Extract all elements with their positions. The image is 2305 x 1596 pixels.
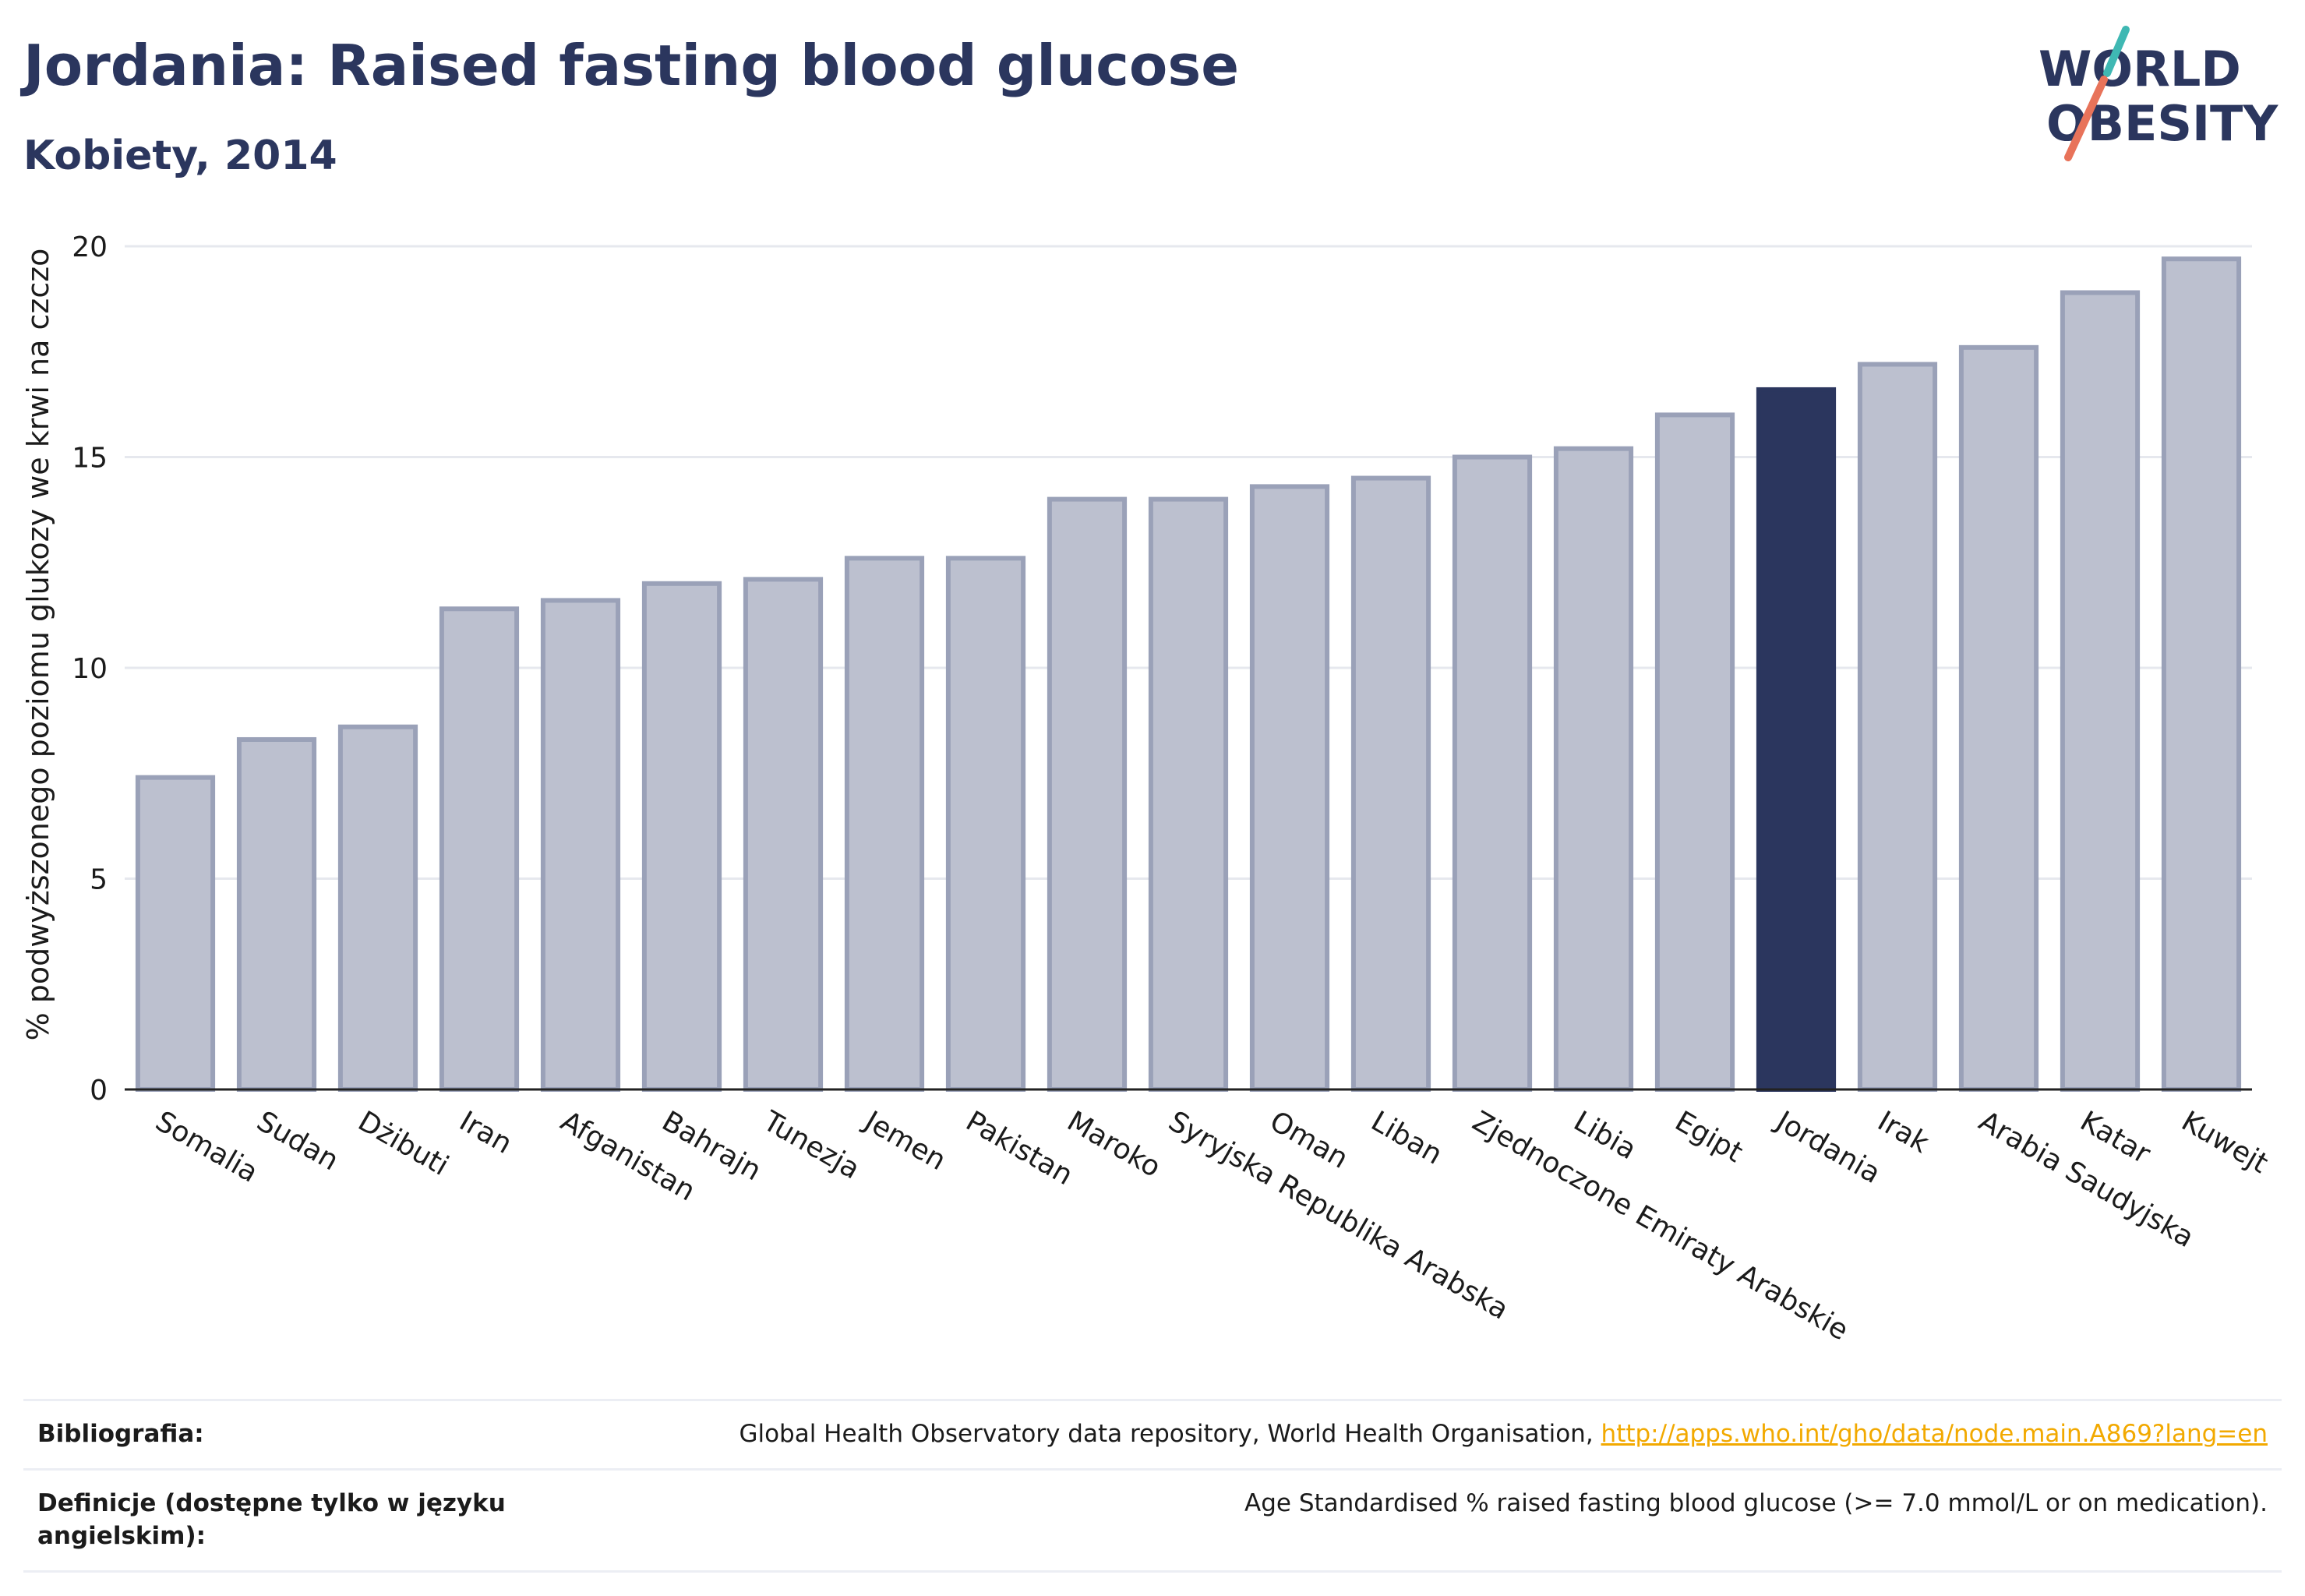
bar [1857,362,1938,1093]
bar [236,736,317,1092]
y-tick-label: 0 [90,1075,108,1107]
x-tick-label: Liban [1366,1105,1448,1171]
bar [1249,484,1330,1092]
x-tick-label: Libia [1569,1105,1642,1166]
bar [337,724,418,1092]
footer-table: Bibliografia: Global Health Observatory … [23,1399,2282,1573]
bar [1350,475,1431,1092]
x-tick-label: Somalia [150,1105,263,1189]
chart-subtitle: Kobiety, 2014 [23,132,337,179]
bibliography-label: Bibliografia: [37,1420,204,1448]
definition-text: Age Standardised % raised fasting blood … [1244,1488,2268,1517]
y-tick-label: 5 [90,864,108,896]
logo-slash-coral [2064,76,2108,161]
x-tick-label: Jemen [858,1104,951,1177]
x-tick-label: Katar [2075,1105,2156,1171]
bibliography-link[interactable]: http://apps.who.int/gho/data/node.main.A… [1601,1420,2268,1448]
bar [1958,344,2039,1092]
x-tick-label: Tunezja [757,1105,866,1186]
bar [439,606,520,1092]
bar [1047,496,1128,1092]
logo-word-world: WORLD [2038,41,2241,97]
bars [125,256,2252,1093]
x-tick-label: Pakistan [961,1105,1078,1192]
bar [844,556,925,1092]
x-tick-label: Egipt [1670,1105,1749,1169]
bar [1148,496,1229,1092]
bar [1654,412,1735,1092]
bibliography-value: Global Health Observatory data repositor… [739,1418,2268,1451]
bar-highlighted [1756,387,1837,1092]
y-tick-label: 15 [72,443,108,475]
bar [1553,446,1634,1092]
bar [945,556,1026,1092]
bibliography-text: Global Health Observatory data repositor… [739,1420,1601,1448]
x-tick-label: Jordania [1770,1104,1886,1190]
bibliography-row: Bibliografia: Global Health Observatory … [23,1399,2282,1468]
bar [540,598,621,1092]
bar [135,775,216,1092]
x-tick-label: Irak [1873,1105,1935,1160]
x-tick-label: Maroko [1062,1105,1167,1184]
bar [641,581,722,1092]
y-tick-label: 10 [72,653,108,685]
x-tick-label: Kuwejt [2176,1105,2274,1180]
x-tick-label: Sudan [252,1105,344,1177]
chart-title: Jordania: Raised fasting blood glucose [23,33,1240,98]
definition-row: Definicje (dostępne tylko w języku angie… [23,1467,2282,1573]
bar [1452,454,1533,1092]
bar [2161,256,2242,1093]
world-obesity-logo: WORLD OBESITY [2038,26,2279,161]
logo-slash-teal [2103,26,2130,77]
bar [2060,290,2141,1092]
x-tick-label: Iran [454,1105,517,1160]
x-tick-label: Dżibuti [353,1105,454,1182]
bar [743,577,824,1092]
y-axis-label: % podwyższonego poziomu glukozy we krwi … [21,249,55,1041]
y-tick-labels: 0 5 10 15 20 [72,231,108,1107]
definition-label: Definicje (dostępne tylko w języku angie… [37,1488,506,1550]
y-tick-label: 20 [72,231,108,263]
